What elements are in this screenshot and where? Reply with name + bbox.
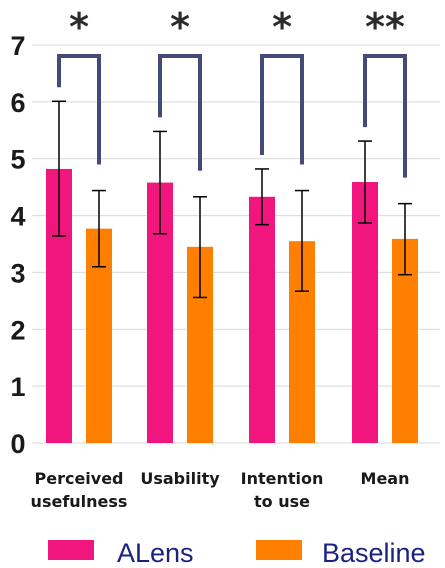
error-bar-alens-3 <box>358 140 372 224</box>
bar-alens-3 <box>352 182 378 444</box>
category-labels: Perceived usefulness Usability Intention to … <box>31 469 410 511</box>
y-tick-label-4: 4 <box>10 202 25 232</box>
legend-swatch-alens <box>48 540 94 560</box>
y-tick-label-0: 0 <box>10 429 25 459</box>
category-label-2-1: to use <box>254 492 310 511</box>
significance-bracket-1 <box>158 54 202 171</box>
significance-label-1: * <box>170 5 190 49</box>
significance-label-3: ** <box>365 5 405 49</box>
significance-bracket-2 <box>260 54 304 165</box>
error-bar-alens-0 <box>52 100 66 237</box>
significance-bracket-3 <box>363 54 407 178</box>
significance-brackets: * * * ** <box>57 5 407 178</box>
error-bar-alens-2 <box>255 168 269 226</box>
bar-alens-2 <box>249 196 275 443</box>
category-label-2-0: Intention <box>241 469 324 488</box>
error-bar-baseline-0 <box>92 189 106 268</box>
bars <box>46 168 418 444</box>
legend: ALens Baseline <box>48 538 426 568</box>
error-bar-baseline-1 <box>193 196 207 299</box>
error-bar-baseline-2 <box>295 189 309 292</box>
category-label-0-0: Perceived <box>34 469 123 488</box>
y-tick-label-7: 7 <box>10 31 25 61</box>
legend-label-baseline: Baseline <box>322 538 426 568</box>
significance-label-0: * <box>69 5 89 49</box>
legend-label-alens: ALens <box>117 538 194 568</box>
category-label-3-0: Mean <box>361 469 410 488</box>
y-tick-label-2: 2 <box>10 315 25 345</box>
legend-swatch-baseline <box>256 540 302 560</box>
category-label-1-0: Usability <box>140 469 220 488</box>
category-label-0-1: usefulness <box>31 492 128 511</box>
error-bars <box>52 100 412 299</box>
y-tick-label-5: 5 <box>10 145 25 175</box>
significance-label-2: * <box>272 5 292 49</box>
y-tick-label-3: 3 <box>10 258 25 288</box>
y-axis-ticks: 0 1 2 3 4 5 6 7 <box>10 31 25 459</box>
y-tick-label-6: 6 <box>10 88 25 118</box>
significance-bracket-0 <box>57 54 101 165</box>
error-bar-baseline-3 <box>398 202 412 276</box>
error-bar-alens-1 <box>153 130 167 235</box>
y-tick-label-1: 1 <box>10 372 25 402</box>
